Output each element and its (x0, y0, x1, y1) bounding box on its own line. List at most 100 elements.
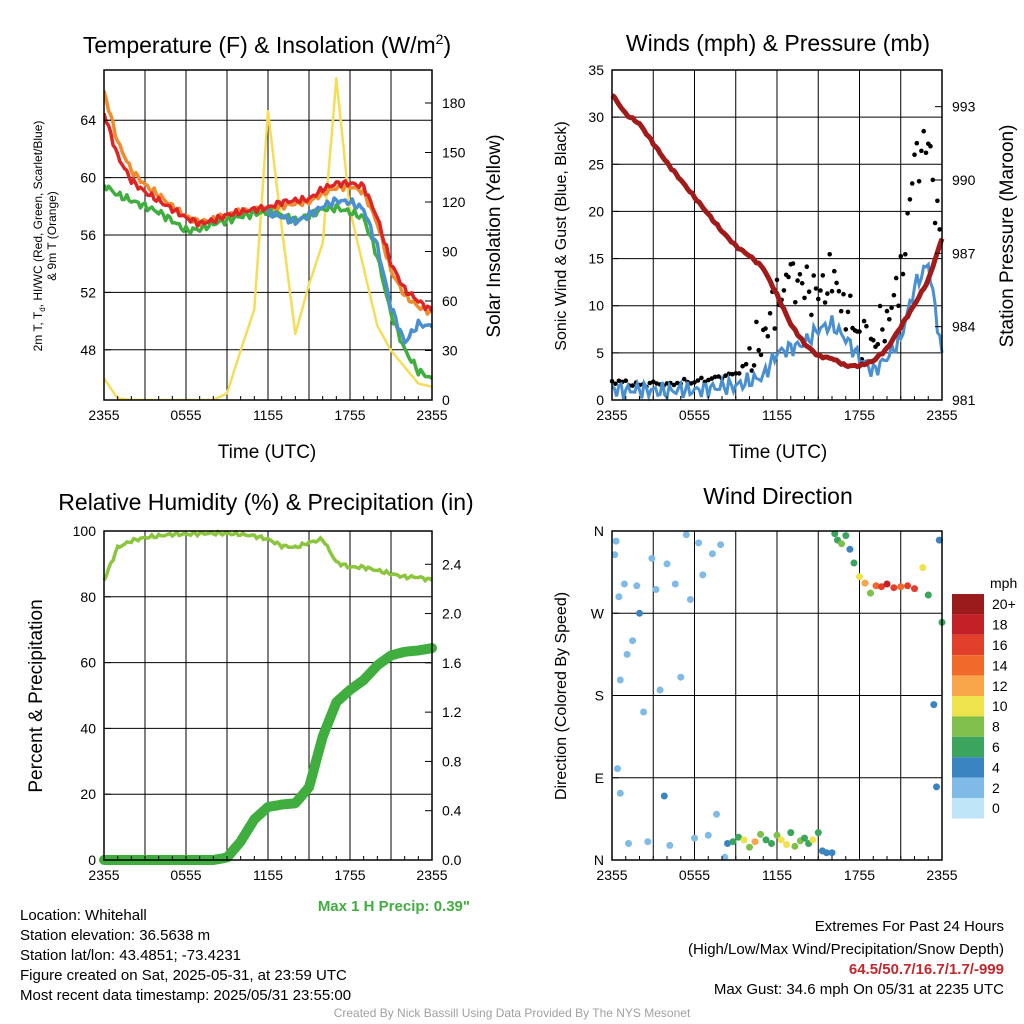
colorbar-label: 12 (992, 678, 1008, 694)
gust-point (882, 338, 887, 344)
gust-point (754, 319, 759, 325)
wind-direction-point (757, 830, 764, 838)
extremes-legend: (High/Low/Max Wind/Precipitation/Snow De… (688, 941, 1004, 958)
wind-direction-point (933, 783, 940, 791)
pressure-ylabel: Station Pressure (Maroon) (997, 125, 1018, 348)
temperature-ylabel-second-line: & 9m T (Orange) (45, 191, 59, 281)
colorbar-swatch (952, 675, 984, 696)
gust-point (793, 300, 798, 305)
colorbar-swatch (952, 736, 984, 758)
colorbar-label: 10 (992, 698, 1008, 714)
gust-point (675, 380, 680, 386)
gust-point (758, 352, 764, 358)
wind-direction-point (762, 836, 770, 844)
y-tick-label: 56 (80, 227, 96, 243)
x-tick-label: 2355 (596, 407, 627, 423)
colorbar-label: 16 (992, 637, 1008, 653)
gust-point (630, 383, 635, 388)
y-tick-label: 64 (80, 112, 96, 128)
wind-direction-point (616, 676, 624, 684)
y2-tick-label: 987 (952, 245, 976, 261)
wind-direction-point (615, 593, 623, 601)
gust-point (820, 273, 826, 278)
colorbar-label: 2 (992, 780, 1000, 796)
y2-tick-label: 90 (442, 244, 458, 260)
gust-point (907, 197, 913, 202)
x-tick-label: 0555 (679, 867, 710, 883)
gust-point (914, 140, 920, 146)
y2-tick-label: 120 (442, 194, 466, 210)
y-tick-label: E (595, 770, 604, 786)
x-tick-label: 0555 (679, 407, 710, 423)
winds-chart-title: Winds (mph) & Pressure (mb) (626, 30, 930, 56)
wind-direction-point (897, 583, 905, 591)
gust-point (905, 211, 910, 216)
gust-point (681, 376, 687, 382)
gust-point (712, 374, 718, 380)
y2-tick-label: 0.4 (442, 803, 462, 819)
gust-point (841, 291, 846, 297)
wind-direction-point (660, 792, 668, 800)
y-tick-label: 100 (73, 523, 97, 539)
colorbar-label: 0 (992, 800, 1000, 816)
wind-direction-point (633, 582, 641, 590)
wind-direction-point (636, 609, 643, 617)
y-tick-label: 5 (596, 345, 604, 361)
y2-tick-label: 1.2 (442, 704, 462, 720)
x-tick-label: 0555 (170, 407, 201, 423)
data-timestamp: Most recent data timestamp: 2025/05/31 2… (20, 987, 352, 1004)
wind-direction-point (783, 841, 791, 848)
wind-direction-point (838, 540, 846, 548)
x-tick-label: 1155 (253, 867, 283, 883)
gust-point (896, 303, 901, 309)
gust-point (864, 323, 869, 329)
colorbar-swatch (952, 634, 984, 656)
figure-created: Figure created on Sat, 2025-05-31, at 23… (20, 967, 347, 984)
wind-direction-point (691, 834, 698, 842)
gust-point (832, 268, 837, 274)
station-latlon: Station lat/lon: 43.4851; -73.4231 (20, 947, 242, 964)
extremes-values: 64.5/50.7/16.7/1.7/-999 (848, 961, 1004, 978)
y-tick-label: 35 (588, 62, 604, 78)
colorbar-label: 14 (992, 657, 1008, 673)
wind-direction-point (717, 541, 725, 549)
colorbar-swatch (952, 757, 984, 778)
wind-direction-point (919, 564, 927, 572)
y2-tick-label: 981 (952, 392, 976, 408)
gust-point (935, 198, 940, 204)
gust-point (806, 289, 812, 295)
y2-tick-label: 0.0 (442, 852, 462, 868)
wind-direction-point (814, 829, 822, 837)
x-tick-label: 1755 (844, 867, 875, 883)
gust-point (893, 275, 899, 281)
wind-direction-chart-title: Wind Direction (703, 483, 853, 509)
gust-point (692, 380, 697, 385)
gust-point (829, 288, 835, 294)
gust-point (726, 371, 732, 377)
windchill-line (266, 196, 432, 345)
gust-point (790, 261, 796, 266)
wind-direction-point (878, 583, 885, 591)
wind-direction-point (935, 536, 943, 544)
y-tick-label: 15 (588, 251, 604, 267)
gust-point (825, 291, 830, 296)
gust-point (695, 378, 701, 383)
y2-tick-label: 2.4 (442, 556, 462, 572)
gust-point (877, 303, 883, 309)
y-tick-label: 60 (80, 655, 96, 671)
gust-point (834, 280, 839, 286)
gust-point (919, 148, 924, 154)
colorbar-swatch (952, 696, 984, 717)
y2-tick-label: 180 (442, 95, 466, 111)
gust-point (912, 152, 917, 157)
wind-direction-point (724, 840, 731, 847)
gust-point (799, 281, 805, 286)
gust-point (848, 293, 853, 299)
wind-direction-point (787, 829, 795, 837)
gust-point (900, 271, 906, 277)
gust-point (749, 368, 755, 373)
wind-direction-point (677, 673, 685, 681)
gust-point (804, 264, 810, 270)
gust-point (651, 379, 656, 385)
gust-point (903, 252, 908, 257)
